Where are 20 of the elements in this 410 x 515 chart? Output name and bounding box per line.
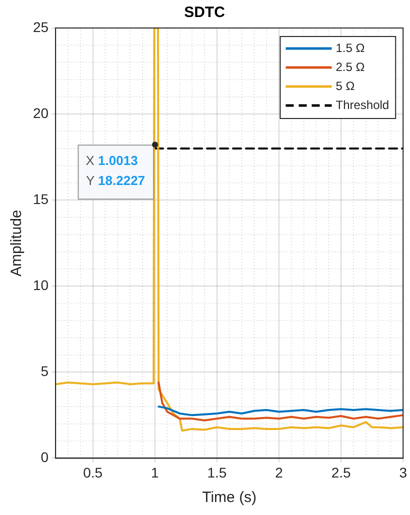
y-tick-label: 0 — [40, 449, 49, 466]
x-tick-label: 3 — [399, 464, 408, 480]
legend-label: Threshold — [336, 98, 390, 112]
legend-label: 1.5 Ω — [336, 40, 365, 55]
y-tick-label: 5 — [40, 363, 49, 380]
x-axis-title: Time (s) — [202, 489, 257, 506]
legend-label: 5 Ω — [336, 78, 355, 93]
legend-label: 2.5 Ω — [336, 60, 365, 74]
x-tick-label: 1 — [150, 464, 159, 480]
x-tick-label: 2.5 — [331, 464, 351, 480]
chart-title: SDTC — [184, 4, 226, 22]
x-tick-label: 0.5 — [83, 464, 103, 480]
y-tick-label: 25 — [32, 18, 49, 35]
annotation: X 1.0013 Y 18.2227 — [86, 153, 146, 188]
y-axis-title: Amplitude — [8, 210, 26, 276]
y-tick-label: 15 — [32, 190, 49, 207]
y-tick-label: 10 — [32, 276, 49, 293]
y-tick-label: 20 — [32, 104, 49, 121]
x-tick-label: 1.5 — [207, 464, 227, 480]
x-tick-label: 2 — [275, 464, 284, 480]
